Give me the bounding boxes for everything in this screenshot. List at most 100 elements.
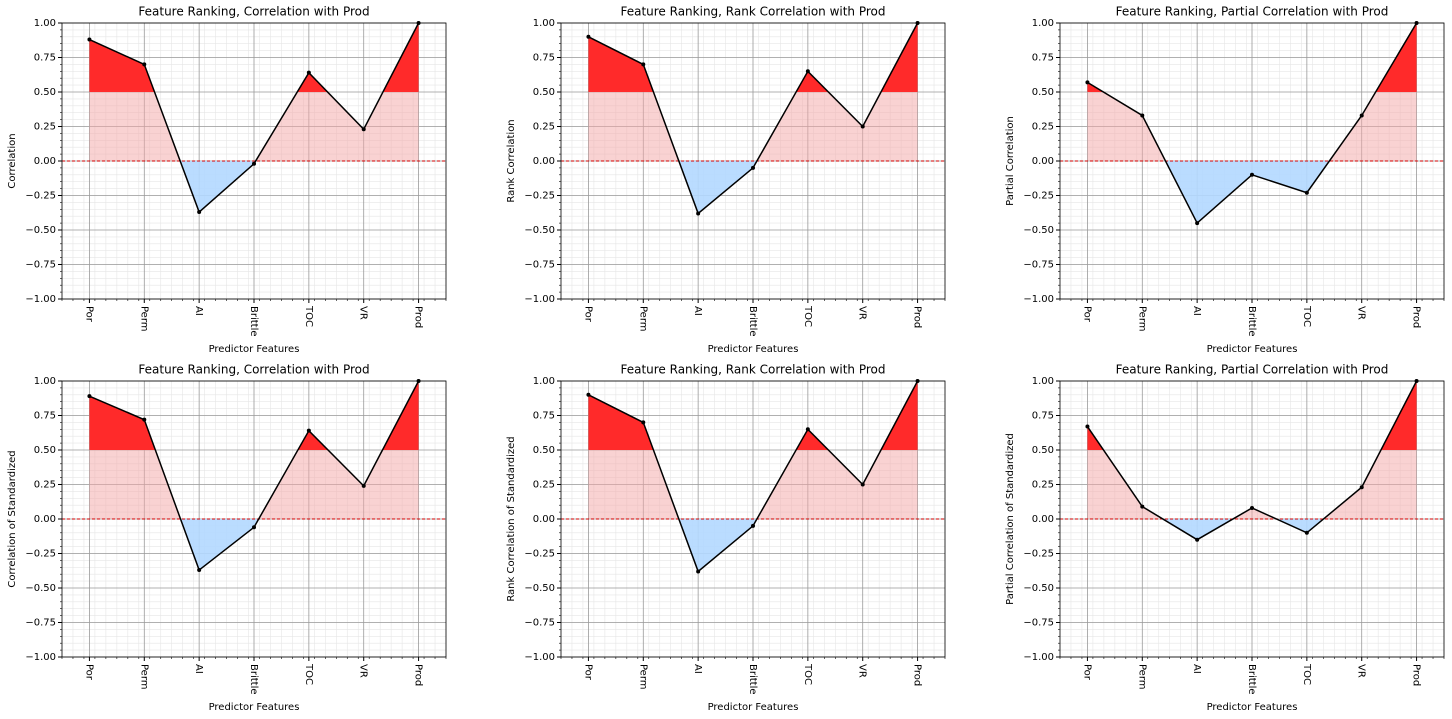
x-axis-label: Predictor Features [1207, 344, 1298, 355]
y-tick-label: −0.50 [25, 225, 56, 236]
y-tick-label: −0.25 [25, 191, 56, 202]
x-tick-label: VR [358, 306, 369, 320]
point [641, 420, 646, 425]
y-tick-label: −0.75 [524, 618, 555, 629]
y-tick-label: −0.75 [1023, 260, 1054, 271]
y-axis-label: Correlation [7, 133, 18, 188]
x-tick-label: VR [1356, 306, 1367, 320]
point [1195, 221, 1200, 226]
x-tick-label: Prod [413, 306, 424, 328]
point [1304, 190, 1309, 195]
y-axis-label: Rank Correlation of Standardized [506, 436, 517, 601]
point [1250, 172, 1254, 177]
y-tick-label: −0.25 [25, 549, 56, 560]
chart-title: Feature Ranking, Rank Correlation with P… [620, 5, 885, 19]
y-tick-label: −1.00 [524, 294, 555, 305]
point [696, 569, 701, 574]
x-tick-label: VR [857, 664, 868, 678]
x-tick-label: Prod [912, 664, 923, 686]
point [197, 568, 202, 573]
highlight-area [89, 23, 419, 92]
y-tick-label: −1.00 [25, 652, 56, 663]
y-tick-label: 0.00 [533, 156, 555, 167]
y-tick-label: −0.25 [524, 549, 555, 560]
x-tick-label: VR [358, 664, 369, 678]
y-tick-label: −1.00 [524, 652, 555, 663]
point [1140, 504, 1145, 509]
x-tick-label: Brittle [747, 306, 758, 337]
point [361, 127, 366, 132]
x-tick-label: Perm [637, 664, 648, 690]
chart-title: Feature Ranking, Correlation with Prod [138, 5, 369, 19]
y-tick-label: 1.00 [1032, 18, 1054, 29]
y-tick-label: 0.00 [533, 514, 555, 525]
positive-area [1087, 92, 1417, 161]
highlight-area [588, 23, 918, 92]
y-tick-label: 0.50 [1032, 87, 1054, 98]
point [696, 211, 701, 216]
x-tick-label: AI [193, 664, 204, 674]
x-axis-label: Predictor Features [708, 344, 799, 355]
positive-area [1087, 450, 1417, 519]
highlight-area [588, 381, 918, 450]
x-tick-label: VR [1356, 664, 1367, 678]
y-tick-label: −0.75 [25, 618, 56, 629]
point [751, 523, 755, 528]
y-tick-label: 0.50 [1032, 445, 1054, 456]
y-tick-label: 1.00 [533, 376, 555, 387]
y-axis-label: Partial Correlation [1005, 116, 1016, 206]
x-tick-label: Perm [138, 664, 149, 690]
point [1250, 505, 1254, 510]
chart-title: Feature Ranking, Partial Correlation wit… [1116, 5, 1389, 19]
x-tick-label: AI [1191, 664, 1202, 674]
positive-area [89, 92, 419, 161]
x-tick-label: Perm [1136, 306, 1147, 332]
point [306, 428, 311, 433]
point [1085, 424, 1090, 429]
y-tick-label: −0.75 [1023, 618, 1054, 629]
y-tick-label: 0.00 [34, 156, 56, 167]
chart-title: Feature Ranking, Partial Correlation wit… [1116, 363, 1389, 377]
y-tick-label: −0.75 [25, 260, 56, 271]
x-axis-label: Predictor Features [708, 702, 799, 713]
y-axis-label: Partial Correlation of Standardized [1005, 433, 1016, 605]
point [1359, 113, 1364, 118]
x-tick-label: Brittle [248, 664, 259, 695]
x-tick-label: AI [1191, 306, 1202, 316]
point [586, 34, 591, 39]
x-tick-label: Perm [138, 306, 149, 332]
x-tick-label: TOC [1301, 305, 1312, 327]
y-tick-label: 0.75 [533, 411, 555, 422]
point [142, 62, 147, 67]
y-tick-label: 0.50 [533, 87, 555, 98]
axes-frame [1059, 22, 1445, 300]
point [252, 161, 256, 166]
axes-frame [560, 380, 946, 658]
point [142, 417, 147, 422]
positive-area [588, 450, 918, 519]
positive-area [89, 450, 419, 519]
axes-frame [61, 380, 447, 658]
point [197, 210, 202, 215]
y-tick-label: 0.75 [1032, 411, 1054, 422]
highlight-area [89, 381, 419, 450]
y-tick-label: −1.00 [25, 294, 56, 305]
x-tick-label: Prod [1411, 306, 1422, 328]
y-axis-label: Rank Correlation [506, 119, 517, 202]
x-tick-label: Por [83, 306, 94, 323]
x-tick-label: Prod [1411, 664, 1422, 686]
x-tick-label: Por [83, 664, 94, 681]
x-tick-label: TOC [303, 305, 314, 327]
axes-frame [1059, 380, 1445, 658]
x-tick-label: Brittle [1246, 306, 1257, 337]
x-tick-label: AI [692, 306, 703, 316]
y-tick-label: 0.25 [1032, 122, 1054, 133]
y-tick-label: −1.00 [1023, 652, 1054, 663]
x-tick-label: Brittle [1246, 664, 1257, 695]
point [252, 525, 256, 530]
y-tick-label: 0.25 [533, 480, 555, 491]
point [1359, 485, 1364, 490]
chart-title: Feature Ranking, Correlation with Prod [138, 363, 369, 377]
point [860, 482, 865, 487]
x-tick-label: Prod [912, 306, 923, 328]
